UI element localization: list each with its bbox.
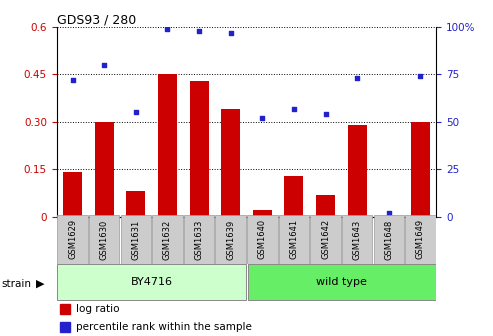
- Bar: [158, 74, 177, 217]
- Text: GSM1630: GSM1630: [100, 219, 108, 259]
- Point: [258, 115, 266, 121]
- Bar: [316, 195, 335, 217]
- Text: BY4716: BY4716: [131, 277, 173, 287]
- Text: GSM1639: GSM1639: [226, 219, 235, 259]
- Text: log ratio: log ratio: [76, 304, 119, 314]
- Point: [69, 77, 76, 83]
- Point: [385, 210, 393, 216]
- Text: GSM1640: GSM1640: [258, 219, 267, 259]
- Text: GSM1648: GSM1648: [385, 219, 393, 259]
- FancyBboxPatch shape: [152, 215, 182, 264]
- Point: [227, 30, 235, 35]
- Text: GSM1642: GSM1642: [321, 219, 330, 259]
- Bar: [221, 109, 240, 217]
- FancyBboxPatch shape: [57, 264, 246, 300]
- Point: [195, 28, 203, 33]
- Point: [100, 62, 108, 68]
- FancyBboxPatch shape: [89, 215, 119, 264]
- Text: percentile rank within the sample: percentile rank within the sample: [76, 322, 251, 332]
- Point: [353, 76, 361, 81]
- FancyBboxPatch shape: [184, 215, 214, 264]
- Point: [417, 74, 424, 79]
- FancyBboxPatch shape: [374, 215, 404, 264]
- Bar: [63, 172, 82, 217]
- Bar: [253, 210, 272, 217]
- FancyBboxPatch shape: [342, 215, 372, 264]
- Point: [321, 112, 329, 117]
- Text: GSM1633: GSM1633: [195, 219, 204, 260]
- FancyBboxPatch shape: [247, 215, 278, 264]
- FancyBboxPatch shape: [57, 215, 88, 264]
- Text: strain: strain: [1, 279, 31, 289]
- Bar: [126, 192, 145, 217]
- Point: [164, 26, 172, 32]
- Text: GDS93 / 280: GDS93 / 280: [57, 13, 136, 27]
- Bar: [95, 122, 113, 217]
- FancyBboxPatch shape: [215, 215, 246, 264]
- Bar: [61, 322, 70, 332]
- Bar: [411, 122, 430, 217]
- Text: wild type: wild type: [316, 277, 367, 287]
- Text: GSM1631: GSM1631: [131, 219, 141, 259]
- FancyBboxPatch shape: [248, 264, 437, 300]
- Bar: [284, 176, 304, 217]
- FancyBboxPatch shape: [279, 215, 309, 264]
- Text: GSM1643: GSM1643: [352, 219, 362, 259]
- Bar: [348, 125, 367, 217]
- FancyBboxPatch shape: [311, 215, 341, 264]
- FancyBboxPatch shape: [405, 215, 436, 264]
- Bar: [61, 304, 70, 314]
- Point: [290, 106, 298, 111]
- Point: [132, 110, 140, 115]
- Text: GSM1649: GSM1649: [416, 219, 425, 259]
- Text: ▶: ▶: [35, 279, 44, 289]
- Text: GSM1629: GSM1629: [68, 219, 77, 259]
- Text: GSM1641: GSM1641: [289, 219, 298, 259]
- Text: GSM1632: GSM1632: [163, 219, 172, 259]
- FancyBboxPatch shape: [121, 215, 151, 264]
- Bar: [189, 81, 209, 217]
